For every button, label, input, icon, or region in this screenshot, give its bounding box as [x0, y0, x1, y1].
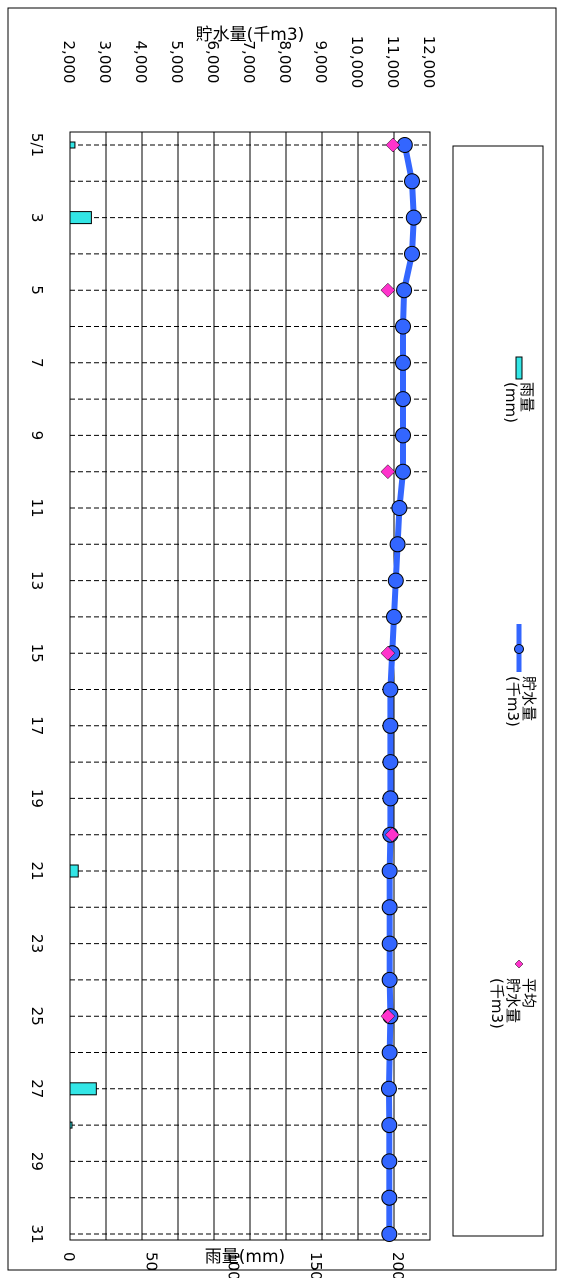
- storage-point: [381, 1044, 398, 1061]
- legend-box: [452, 145, 544, 1237]
- average-marker: [380, 282, 396, 298]
- storage-axis-ticks: 2,000 3,000 4,000 5,000 6,000 7,000 8,000 9,000…: [60, 36, 438, 89]
- storage-point: [381, 1153, 398, 1170]
- storage-point: [381, 971, 398, 988]
- chart-border: [7, 7, 557, 1271]
- rain-axis-title: 雨量(mm): [205, 1247, 285, 1267]
- category-tick-label: 3: [28, 213, 46, 223]
- legend-storage-label: (千m3): [504, 676, 522, 727]
- category-tick-label: 15: [28, 644, 46, 663]
- rain-bar: [69, 1082, 97, 1096]
- storage-point: [395, 427, 411, 444]
- storage-tick-label: 10,000: [348, 36, 366, 89]
- rain-bar: [69, 864, 79, 878]
- storage-point: [391, 500, 408, 516]
- storage-point: [386, 608, 402, 625]
- category-tick-label: 5/1: [28, 133, 46, 157]
- storage-point: [381, 1117, 398, 1134]
- legend-average-label: 平均: [520, 978, 538, 1008]
- storage-tick-label: 3,000: [96, 41, 114, 84]
- category-tick-label: 23: [28, 934, 46, 953]
- average-marker: [384, 827, 400, 843]
- rain-tick-label: 0: [60, 1252, 78, 1262]
- storage-point: [382, 717, 399, 734]
- average-markers: [380, 137, 401, 1024]
- legend-average-swatch: [514, 959, 524, 969]
- storage-point: [389, 536, 406, 553]
- category-tick-label: 7: [28, 358, 46, 368]
- storage-point: [395, 318, 411, 335]
- storage-tick-label: 11,000: [384, 36, 402, 89]
- storage-point: [395, 463, 411, 480]
- storage-axis-title: 貯水量(千m3): [196, 25, 305, 45]
- storage-point: [382, 754, 399, 771]
- average-marker: [385, 137, 401, 153]
- category-tick-label: 25: [28, 1007, 46, 1026]
- legend-average-label: 貯水量: [504, 978, 522, 1023]
- storage-point: [381, 1189, 398, 1206]
- storage-point: [381, 935, 398, 952]
- rain-tick-label: 50: [142, 1252, 160, 1271]
- storage-point: [381, 863, 398, 879]
- legend-storage-swatch-point: [514, 644, 524, 654]
- storage-point: [387, 572, 404, 589]
- category-tick-label: 11: [28, 498, 46, 517]
- category-tick-label: 19: [28, 789, 46, 808]
- category-tick-label: 13: [28, 571, 46, 590]
- storage-point: [382, 681, 399, 698]
- rain-tick-label: 100: [225, 1252, 243, 1278]
- category-tick-label: 27: [28, 1079, 46, 1098]
- storage-tick-label: 5,000: [168, 41, 186, 84]
- storage-point: [404, 173, 420, 190]
- average-marker: [380, 1008, 396, 1024]
- rain-bar: [69, 211, 92, 225]
- legend-rain-label: 雨量: [518, 382, 536, 412]
- storage-point: [396, 282, 413, 299]
- average-marker: [380, 645, 396, 661]
- rain-bars: [69, 141, 97, 1129]
- rain-bar: [69, 1121, 73, 1129]
- legend-rain-label: (mm): [502, 382, 520, 423]
- category-tick-label: 5: [28, 285, 46, 295]
- rain-axis-ticks: 0 50 100 150 200: [60, 1252, 407, 1278]
- rain-tick-label: 200: [389, 1252, 407, 1278]
- storage-point: [381, 1226, 398, 1242]
- storage-tick-label: 4,000: [132, 41, 150, 84]
- storage-tick-label: 12,000: [420, 36, 438, 89]
- rain-tick-label: 150: [307, 1252, 325, 1278]
- category-tick-label: 17: [28, 716, 46, 735]
- legend-rain-swatch: [515, 356, 523, 380]
- storage-point: [381, 899, 398, 916]
- rain-bar: [69, 141, 76, 149]
- legend-average-label: (千m3): [488, 978, 506, 1029]
- storage-point: [380, 1080, 397, 1097]
- category-tick-label: 21: [28, 861, 46, 880]
- storage-tick-label: 7,000: [240, 41, 258, 84]
- storage-tick-label: 6,000: [204, 41, 222, 84]
- storage-point: [404, 245, 420, 262]
- storage-point: [405, 209, 422, 226]
- category-axis-ticks: 5/1 3 5 7 9 11 13 15 17 19 21 23 25 27 29 31: [28, 133, 46, 1244]
- average-marker: [380, 464, 396, 480]
- category-tick-label: 31: [28, 1224, 46, 1243]
- category-tick-label: 9: [28, 431, 46, 441]
- storage-tick-label: 2,000: [60, 41, 78, 84]
- storage-point: [395, 391, 411, 408]
- storage-point: [395, 354, 411, 371]
- storage-tick-label: 8,000: [276, 41, 294, 84]
- grid-group: [69, 132, 431, 1240]
- storage-point: [382, 790, 399, 807]
- storage-tick-label: 9,000: [312, 41, 330, 84]
- legend-storage-label: 貯水量: [520, 676, 538, 721]
- category-tick-label: 29: [28, 1152, 46, 1171]
